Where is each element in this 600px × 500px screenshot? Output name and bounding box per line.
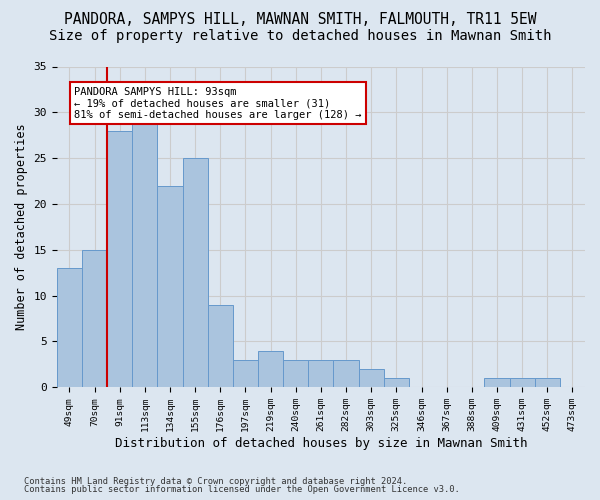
Text: PANDORA SAMPYS HILL: 93sqm
← 19% of detached houses are smaller (31)
81% of semi: PANDORA SAMPYS HILL: 93sqm ← 19% of deta… (74, 86, 361, 120)
Text: Contains HM Land Registry data © Crown copyright and database right 2024.: Contains HM Land Registry data © Crown c… (24, 477, 407, 486)
Bar (359, 369, 384, 387)
Bar (82, 250, 107, 387)
Bar (258, 350, 283, 387)
Bar (132, 122, 157, 387)
Bar (509, 378, 535, 387)
Bar (182, 158, 208, 387)
Bar (208, 305, 233, 387)
Bar (535, 378, 560, 387)
Bar (334, 360, 359, 387)
Bar (384, 378, 409, 387)
Bar (484, 378, 509, 387)
Bar (233, 360, 258, 387)
Bar (308, 360, 334, 387)
Bar (283, 360, 308, 387)
Text: PANDORA, SAMPYS HILL, MAWNAN SMITH, FALMOUTH, TR11 5EW: PANDORA, SAMPYS HILL, MAWNAN SMITH, FALM… (64, 12, 536, 28)
X-axis label: Distribution of detached houses by size in Mawnan Smith: Distribution of detached houses by size … (115, 437, 527, 450)
Text: Size of property relative to detached houses in Mawnan Smith: Size of property relative to detached ho… (49, 29, 551, 43)
Bar (107, 130, 132, 387)
Text: Contains public sector information licensed under the Open Government Licence v3: Contains public sector information licen… (24, 485, 460, 494)
Y-axis label: Number of detached properties: Number of detached properties (15, 124, 28, 330)
Bar (57, 268, 82, 387)
Bar (157, 186, 182, 387)
